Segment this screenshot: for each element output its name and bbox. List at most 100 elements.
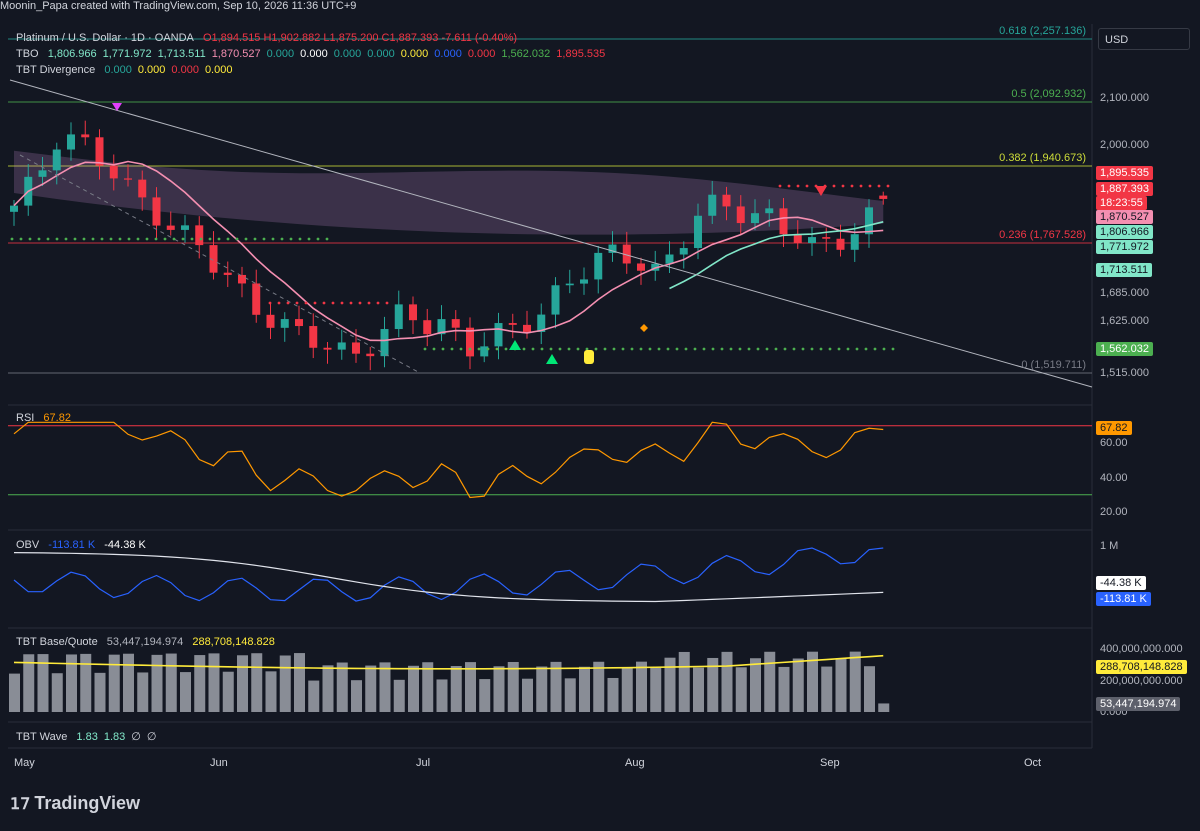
tv-logo-icon: 𝟣𝟩 bbox=[10, 796, 31, 813]
tbt-divergence-value: 0.000 bbox=[171, 64, 199, 76]
support-dots bbox=[459, 347, 463, 351]
support-dots bbox=[118, 237, 122, 241]
tbo-legend[interactable]: TBO 1,806.966 1,771.972 1,713.511 1,870.527… bbox=[16, 48, 611, 60]
volume-bar bbox=[279, 655, 291, 712]
tbt-divergence-value: 0.000 bbox=[137, 64, 166, 76]
support-dots bbox=[828, 347, 832, 351]
base-quote-value-1: 53,447,194.974 bbox=[106, 636, 184, 648]
candle-body bbox=[280, 319, 289, 328]
resistance-dots bbox=[286, 301, 290, 305]
support-dots bbox=[558, 347, 562, 351]
resistance-dots bbox=[322, 301, 326, 305]
candle-body bbox=[423, 320, 432, 335]
price-tick: 1,515.000 bbox=[1100, 367, 1149, 379]
support-dots bbox=[82, 237, 86, 241]
candle-body bbox=[779, 208, 788, 235]
volume-bar bbox=[650, 668, 662, 712]
rsi-name: RSI bbox=[16, 412, 35, 424]
candle-body bbox=[352, 342, 360, 354]
tbo-value: 0.000 bbox=[400, 48, 429, 60]
base-quote-legend[interactable]: TBT Base/Quote 53,447,194.974 288,708,14… bbox=[16, 636, 281, 648]
volume-bar bbox=[764, 651, 776, 712]
support-dots bbox=[289, 237, 293, 241]
support-dots bbox=[873, 347, 877, 351]
support-dots bbox=[55, 237, 59, 241]
volume-bar bbox=[436, 679, 448, 712]
tbo-name: TBO bbox=[16, 48, 39, 60]
support-dots bbox=[208, 237, 212, 241]
volume-bar bbox=[108, 654, 120, 712]
support-dots bbox=[441, 347, 445, 351]
volume-bar bbox=[493, 666, 505, 712]
support-dots bbox=[819, 347, 823, 351]
price-label: 1,713.511 bbox=[1096, 263, 1153, 277]
month-aug: Aug bbox=[625, 757, 645, 769]
support-dots bbox=[37, 237, 41, 241]
symbol-legend[interactable]: Platinum / U.S. Dollar · 1D · OANDA O1,8… bbox=[16, 32, 523, 44]
tbt-wave-name: TBT Wave bbox=[16, 731, 68, 743]
candle-body bbox=[822, 237, 831, 239]
rsi-legend[interactable]: RSI 67.82 bbox=[16, 412, 77, 424]
base-quote-value-2: 288,708,148.828 bbox=[192, 636, 275, 648]
volume-bar bbox=[479, 679, 491, 712]
candle-body bbox=[808, 237, 816, 244]
volume-bar bbox=[807, 651, 818, 712]
obv-legend[interactable]: OBV -113.81 K -44.38 K bbox=[16, 539, 152, 551]
pink-ma-line bbox=[13, 160, 884, 342]
tbo-value: 1,806.966 bbox=[47, 48, 97, 60]
volume-bar bbox=[180, 672, 191, 712]
candle-body bbox=[238, 274, 246, 284]
candle-body bbox=[266, 314, 275, 328]
volume-bar bbox=[707, 657, 719, 712]
tbt-wave-legend[interactable]: TBT Wave 1.83 1.83 ∅ ∅ bbox=[16, 730, 162, 743]
support-dots bbox=[217, 237, 221, 241]
resistance-dots bbox=[358, 301, 362, 305]
tbo-value: 1,562.032 bbox=[501, 48, 551, 60]
volume-bar bbox=[678, 651, 690, 712]
support-dots bbox=[684, 347, 688, 351]
candle-body bbox=[551, 285, 560, 315]
candle-body bbox=[67, 134, 75, 150]
candle-body bbox=[209, 245, 218, 273]
resistance-dots bbox=[277, 301, 281, 305]
obv-value-2: -44.38 K bbox=[104, 539, 146, 551]
support-dots bbox=[576, 347, 580, 351]
volume-bar bbox=[621, 667, 633, 712]
support-dots bbox=[10, 237, 14, 241]
candle-body bbox=[337, 342, 346, 350]
tbt-divergence-legend[interactable]: TBT Divergence 0.000 0.000 0.000 0.000 bbox=[16, 64, 238, 76]
support-dots bbox=[693, 347, 697, 351]
tbo-value: 0.000 bbox=[333, 48, 362, 60]
price-tick: 1,685.000 bbox=[1100, 287, 1149, 300]
candle-body bbox=[508, 323, 517, 325]
candle-body bbox=[138, 179, 147, 198]
volume-bar bbox=[9, 673, 20, 712]
support-dots bbox=[648, 347, 652, 351]
price-label: 1,887.393 bbox=[1096, 182, 1153, 196]
candle-body bbox=[124, 178, 132, 180]
support-dots bbox=[495, 347, 499, 351]
support-dots bbox=[468, 347, 472, 351]
candle-body bbox=[380, 329, 389, 357]
resistance-dots bbox=[376, 301, 380, 305]
symbol-title: Platinum / U.S. Dollar · 1D · OANDA bbox=[16, 32, 194, 44]
support-dots bbox=[675, 347, 679, 351]
resistance-dots bbox=[340, 301, 344, 305]
volume-bar bbox=[564, 678, 576, 712]
volume-bar bbox=[792, 658, 804, 712]
tradingview-logo[interactable]: 𝟣𝟩 TradingView bbox=[10, 793, 140, 814]
currency-button[interactable]: USD bbox=[1098, 28, 1190, 50]
volume-bar bbox=[51, 673, 63, 712]
candle-body bbox=[181, 225, 189, 230]
volume-bar bbox=[222, 671, 234, 712]
candle-body bbox=[751, 213, 759, 224]
fib-level-label: 0.5 (2,092.932) bbox=[1011, 88, 1086, 100]
candle-body bbox=[295, 319, 303, 327]
support-dots bbox=[810, 347, 814, 351]
vol-last-label: 53,447,194.974 bbox=[1096, 697, 1181, 711]
volume-bar bbox=[721, 651, 733, 712]
candle-body bbox=[81, 134, 90, 138]
support-dots bbox=[298, 237, 302, 241]
candle-body bbox=[323, 347, 332, 350]
volume-bar bbox=[821, 666, 833, 712]
